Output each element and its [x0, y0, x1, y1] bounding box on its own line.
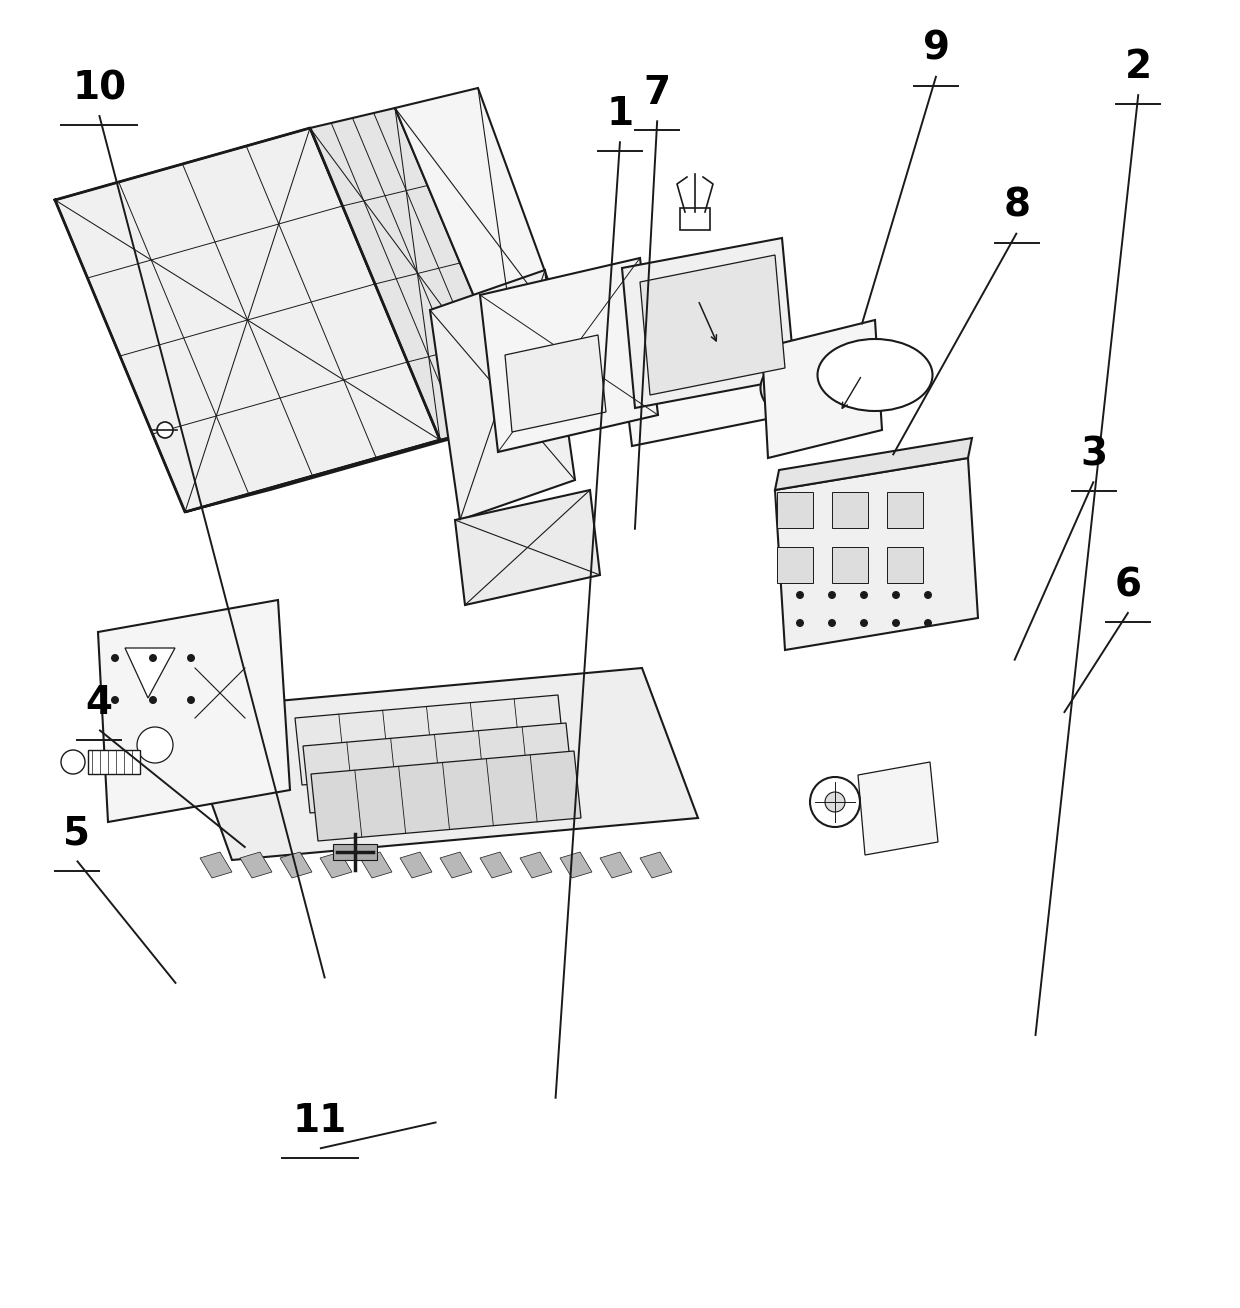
Circle shape — [136, 727, 174, 763]
Polygon shape — [775, 458, 978, 650]
Polygon shape — [480, 258, 658, 453]
Polygon shape — [505, 335, 606, 432]
Text: 7: 7 — [644, 75, 671, 112]
Polygon shape — [396, 88, 570, 419]
Polygon shape — [455, 490, 600, 606]
Circle shape — [892, 591, 900, 599]
Bar — [832, 547, 868, 583]
Circle shape — [810, 777, 861, 827]
Circle shape — [924, 591, 932, 599]
Polygon shape — [622, 238, 795, 408]
Polygon shape — [560, 852, 591, 878]
Bar — [680, 208, 711, 230]
Polygon shape — [763, 320, 882, 458]
Circle shape — [825, 793, 844, 812]
Circle shape — [149, 696, 157, 704]
Circle shape — [861, 619, 868, 627]
Text: 10: 10 — [72, 69, 126, 107]
Polygon shape — [620, 320, 773, 446]
Circle shape — [796, 591, 804, 599]
Polygon shape — [280, 852, 312, 878]
Bar — [777, 492, 813, 528]
Text: 5: 5 — [63, 815, 91, 853]
Polygon shape — [311, 751, 582, 841]
Circle shape — [861, 591, 868, 599]
Text: 11: 11 — [293, 1103, 347, 1141]
Polygon shape — [600, 852, 632, 878]
Polygon shape — [440, 852, 472, 878]
Circle shape — [112, 696, 119, 704]
Polygon shape — [179, 668, 698, 859]
Circle shape — [187, 696, 195, 704]
Polygon shape — [520, 852, 552, 878]
Polygon shape — [200, 852, 232, 878]
Polygon shape — [125, 647, 175, 698]
Text: 3: 3 — [1080, 436, 1107, 473]
Bar — [832, 492, 868, 528]
Ellipse shape — [760, 352, 875, 424]
Circle shape — [828, 591, 836, 599]
Polygon shape — [858, 763, 937, 855]
Polygon shape — [775, 438, 972, 490]
Polygon shape — [55, 128, 440, 511]
Polygon shape — [303, 723, 573, 814]
Bar — [88, 749, 140, 774]
Polygon shape — [185, 419, 525, 511]
Circle shape — [112, 654, 119, 662]
Polygon shape — [640, 255, 785, 395]
Polygon shape — [310, 109, 525, 439]
Circle shape — [892, 619, 900, 627]
Text: 1: 1 — [606, 95, 634, 133]
Circle shape — [187, 654, 195, 662]
Text: 8: 8 — [1003, 187, 1030, 225]
Bar — [887, 492, 923, 528]
Polygon shape — [360, 852, 392, 878]
Circle shape — [828, 619, 836, 627]
Text: 2: 2 — [1125, 48, 1152, 86]
Bar — [777, 547, 813, 583]
Polygon shape — [241, 852, 272, 878]
Polygon shape — [98, 600, 290, 821]
Circle shape — [796, 619, 804, 627]
Text: 4: 4 — [86, 684, 113, 722]
Bar — [887, 547, 923, 583]
Circle shape — [61, 749, 86, 774]
Text: 6: 6 — [1115, 566, 1142, 604]
Polygon shape — [401, 852, 432, 878]
Polygon shape — [320, 852, 352, 878]
Circle shape — [924, 619, 932, 627]
Polygon shape — [640, 852, 672, 878]
Ellipse shape — [817, 339, 932, 411]
Circle shape — [157, 422, 174, 438]
Circle shape — [149, 654, 157, 662]
Polygon shape — [480, 852, 512, 878]
Text: 9: 9 — [923, 30, 950, 68]
Polygon shape — [295, 695, 565, 785]
Bar — [334, 844, 377, 859]
Polygon shape — [430, 269, 575, 521]
